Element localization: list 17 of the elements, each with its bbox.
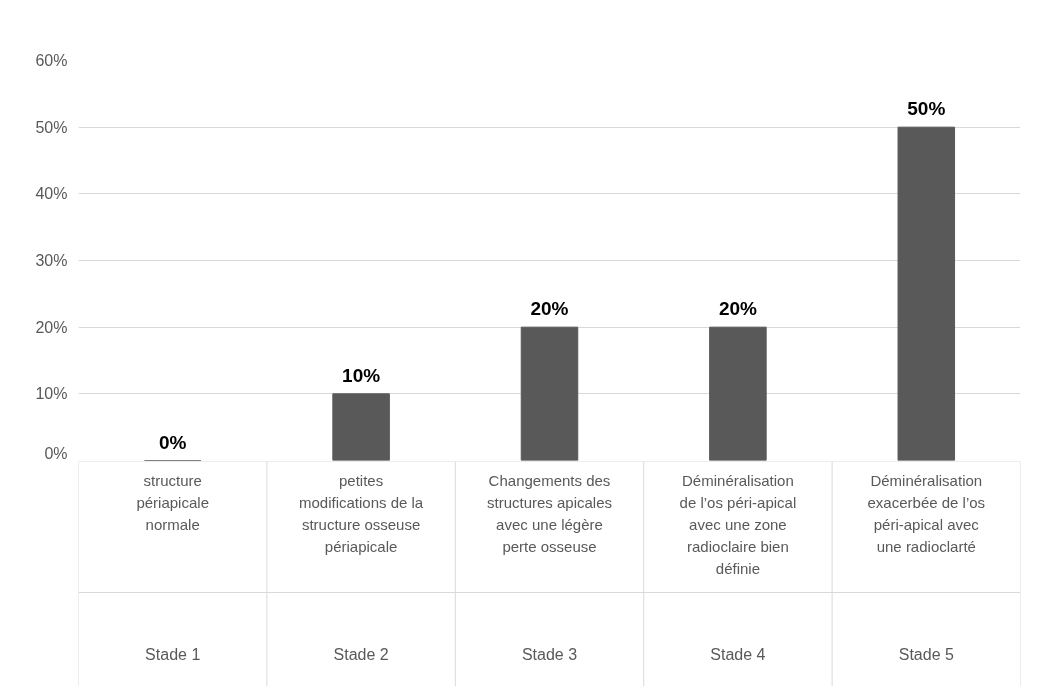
y-tick-label: 50% — [35, 118, 68, 136]
y-tick-label: 0% — [44, 444, 68, 462]
data-label: 10% — [342, 364, 381, 386]
category-label: structure périapicale normale Stade 1 — [136, 471, 209, 663]
y-tick-label: 30% — [35, 252, 68, 269]
category-label: Déminéralisation de l’os péri-apical avec une zone radioclaire bien définie Stade 4 — [679, 471, 797, 663]
y-tick-label: 40% — [35, 185, 68, 203]
y-tick-label: 60% — [35, 52, 68, 69]
data-label: 50% — [907, 98, 946, 120]
data-label: 20% — [718, 298, 758, 320]
data-label: 0% — [158, 431, 187, 453]
y-tick-label: 10% — [35, 385, 68, 403]
y-tick-label: 20% — [35, 318, 68, 336]
data-label: 20% — [530, 298, 569, 320]
category-label: Changements des structures apicales avec une légère perte osseuse Stade 3 — [486, 471, 613, 663]
category-label: petites modifications de la structure osseuse périapicale Stade 2 — [298, 471, 424, 663]
category-label: Déminéralisation exacerbée de l’os péri-apical avec une radioclarté Stade 5 — [867, 471, 986, 663]
